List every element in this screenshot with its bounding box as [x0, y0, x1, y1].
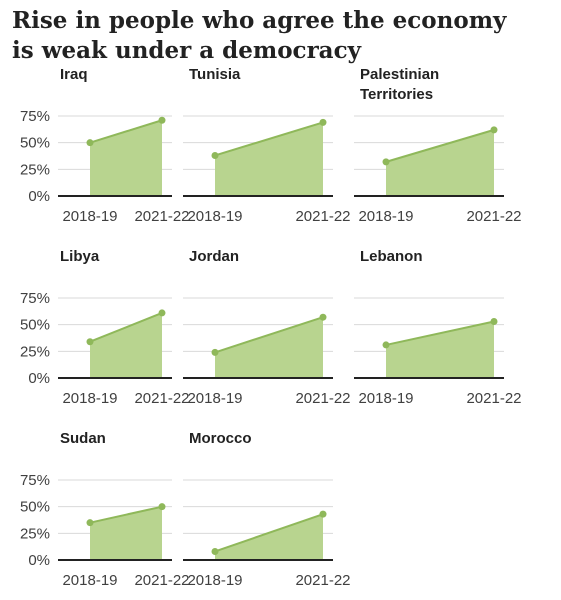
- y-tick-label: 50%: [20, 317, 50, 334]
- x-tick-label: 2018-19: [62, 390, 117, 407]
- data-point-2018-19: [382, 341, 390, 349]
- series-line: [385, 320, 495, 346]
- series-line: [214, 121, 324, 157]
- panel-lebanon: Lebanon 2018-19 2021-22: [354, 248, 522, 407]
- data-point-2018-19: [211, 547, 219, 555]
- x-tick-label: 2021-22: [466, 208, 521, 225]
- data-point-2021-22: [158, 116, 166, 124]
- x-tick-label: 2021-22: [134, 208, 189, 225]
- data-point-2018-19: [382, 158, 390, 166]
- panel-jordan: Jordan 2018-19 2021-22: [183, 248, 351, 407]
- x-tick-label: 2018-19: [358, 390, 413, 407]
- y-tick-label: 25%: [20, 525, 50, 542]
- data-point-2021-22: [319, 118, 327, 126]
- panel-title: Libya: [60, 248, 100, 265]
- y-tick-label: 25%: [20, 343, 50, 360]
- x-tick-label: 2021-22: [134, 572, 189, 589]
- x-tick-label: 2021-22: [466, 390, 521, 407]
- panel-palestinian-territories: Palestinian Territories 2018-19 2021-22: [354, 66, 522, 225]
- panel-sudan: Sudan 75% 50% 25% 0% 2018-19 2021-22: [20, 430, 190, 589]
- panel-title: Palestinian: [360, 66, 439, 83]
- y-tick-label: 75%: [20, 472, 50, 489]
- y-tick-label: 75%: [20, 108, 50, 125]
- data-point-2021-22: [319, 313, 327, 321]
- y-tick-label: 0%: [28, 370, 50, 387]
- data-point-2018-19: [86, 139, 94, 147]
- x-tick-label: 2018-19: [187, 572, 242, 589]
- data-point-2018-19: [211, 348, 219, 356]
- area-fill: [215, 514, 323, 560]
- data-point-2021-22: [319, 510, 327, 518]
- area-fill: [215, 122, 323, 196]
- y-tick-label: 50%: [20, 135, 50, 152]
- series-line: [214, 316, 324, 354]
- panel-title: Iraq: [60, 66, 88, 83]
- panel-title: Tunisia: [189, 66, 241, 83]
- x-tick-label: 2018-19: [358, 208, 413, 225]
- x-tick-label: 2018-19: [187, 390, 242, 407]
- panel-title: Lebanon: [360, 248, 423, 265]
- panel-morocco: Morocco 2018-19 2021-22: [183, 430, 351, 589]
- y-tick-label: 0%: [28, 188, 50, 205]
- panel-title: Morocco: [189, 430, 252, 447]
- series-line: [89, 119, 163, 144]
- chart-title: Rise in people who agree the economy is …: [12, 7, 507, 64]
- data-point-2021-22: [490, 126, 498, 134]
- data-point-2018-19: [86, 519, 94, 527]
- panel-title: Jordan: [189, 248, 239, 265]
- series-line: [385, 128, 495, 163]
- area-fill: [386, 321, 494, 378]
- series-line: [214, 513, 324, 553]
- data-point-2021-22: [490, 317, 498, 325]
- data-point-2018-19: [86, 338, 94, 346]
- area-fill: [90, 506, 162, 560]
- x-tick-label: 2018-19: [187, 208, 242, 225]
- data-point-2021-22: [158, 309, 166, 317]
- x-tick-label: 2021-22: [134, 390, 189, 407]
- panel-iraq: Iraq 75% 50% 25% 0% 2018-19 2021-22: [20, 66, 190, 225]
- series-line: [89, 505, 163, 524]
- y-tick-label: 0%: [28, 552, 50, 569]
- panel-tunisia: Tunisia 2018-19 2021-22: [183, 66, 351, 225]
- area-fill: [215, 317, 323, 378]
- panel-libya: Libya 75% 50% 25% 0% 2018-19 2021-22: [20, 248, 190, 407]
- x-tick-label: 2021-22: [295, 572, 350, 589]
- data-point-2021-22: [158, 503, 166, 511]
- series-line: [89, 312, 163, 343]
- y-tick-label: 25%: [20, 161, 50, 178]
- y-tick-label: 50%: [20, 499, 50, 516]
- area-fill: [90, 312, 162, 378]
- panel-title: Territories: [360, 86, 433, 103]
- data-point-2018-19: [211, 151, 219, 159]
- x-tick-label: 2021-22: [295, 390, 350, 407]
- x-tick-label: 2018-19: [62, 572, 117, 589]
- panel-title: Sudan: [60, 430, 106, 447]
- x-tick-label: 2021-22: [295, 208, 350, 225]
- x-tick-label: 2018-19: [62, 208, 117, 225]
- y-tick-label: 75%: [20, 290, 50, 307]
- area-fill: [386, 129, 494, 196]
- area-fill: [90, 120, 162, 196]
